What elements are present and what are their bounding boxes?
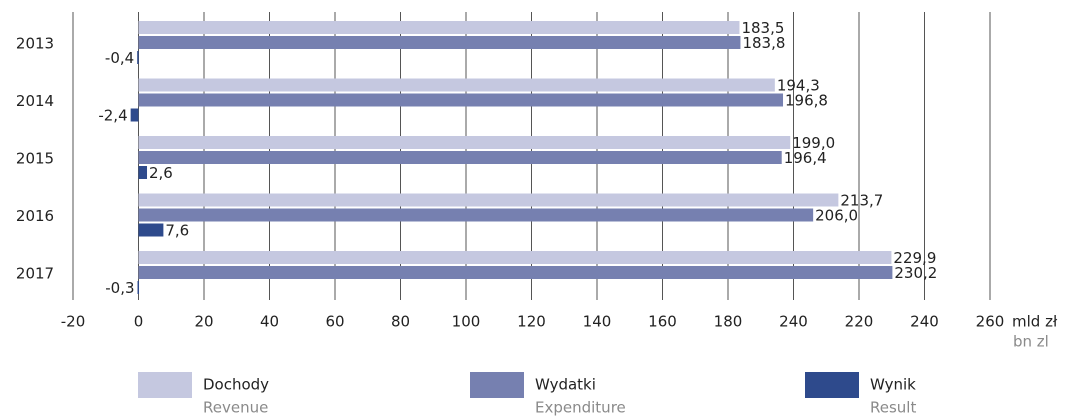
- legend-label-en: Revenue: [203, 399, 268, 417]
- value-label: 2,6: [149, 164, 173, 182]
- x-tick-label: 60: [325, 313, 344, 331]
- x-tick-label: 40: [260, 313, 279, 331]
- legend-label-en: Result: [870, 399, 916, 417]
- legend-label: Wynik: [870, 376, 916, 394]
- x-axis-label: mld zł: [1012, 313, 1058, 331]
- value-label: 183,5: [741, 19, 784, 37]
- value-label: 183,8: [742, 34, 785, 52]
- bar: [138, 93, 784, 107]
- value-label: 7,6: [165, 222, 189, 240]
- bar: [138, 223, 164, 237]
- bar: [138, 151, 782, 164]
- value-label: 194,3: [777, 77, 820, 95]
- x-tick-label: 140: [583, 313, 612, 331]
- value-label: 206,0: [815, 207, 858, 225]
- bar: [138, 36, 741, 49]
- bar: [138, 166, 148, 179]
- bar: [138, 193, 839, 207]
- bar: [137, 51, 139, 64]
- y-tick-label: 2017: [16, 265, 54, 283]
- bar: [138, 78, 775, 92]
- legend-swatch: [470, 372, 524, 398]
- x-axis-label-en: bn zl: [1013, 333, 1049, 351]
- x-tick-label: 220: [845, 313, 874, 331]
- value-label: -0,3: [105, 279, 134, 297]
- x-tick-label: -20: [61, 313, 86, 331]
- bar: [130, 108, 139, 122]
- y-tick-label: 2015: [16, 150, 54, 168]
- value-label: 199,0: [792, 134, 835, 152]
- x-tick-label: 120: [517, 313, 546, 331]
- x-tick-label: 240: [910, 313, 939, 331]
- x-tick-label: 20: [194, 313, 213, 331]
- bar: [138, 251, 892, 264]
- value-label: 213,7: [840, 192, 883, 210]
- value-label: 230,2: [894, 264, 937, 282]
- value-label: -0,4: [105, 49, 134, 67]
- x-tick-label: 100: [452, 313, 481, 331]
- x-tick-label: 80: [391, 313, 410, 331]
- x-tick-label: 160: [648, 313, 677, 331]
- legend-swatch: [805, 372, 859, 398]
- bar: [138, 208, 814, 222]
- bar: [138, 136, 791, 149]
- legend-label-en: Expenditure: [535, 399, 626, 417]
- bar: [138, 266, 893, 279]
- bar: [137, 281, 140, 294]
- value-label: 196,4: [784, 149, 827, 167]
- legend-label: Wydatki: [535, 376, 596, 394]
- y-tick-label: 2016: [16, 207, 54, 225]
- x-tick-label: 0: [134, 313, 144, 331]
- legend-label: Dochody: [203, 376, 269, 394]
- y-tick-label: 2014: [16, 92, 54, 110]
- x-tick-label: 240: [779, 313, 808, 331]
- value-label: 229,9: [893, 249, 936, 267]
- x-tick-label: 260: [976, 313, 1005, 331]
- bar: [138, 21, 740, 34]
- legend-swatch: [138, 372, 192, 398]
- x-tick-label: 180: [714, 313, 743, 331]
- value-label: -2,4: [98, 107, 127, 125]
- value-label: 196,8: [785, 92, 828, 110]
- y-tick-label: 2013: [16, 35, 54, 53]
